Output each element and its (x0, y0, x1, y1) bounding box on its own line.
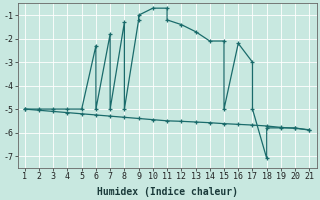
X-axis label: Humidex (Indice chaleur): Humidex (Indice chaleur) (97, 186, 237, 197)
